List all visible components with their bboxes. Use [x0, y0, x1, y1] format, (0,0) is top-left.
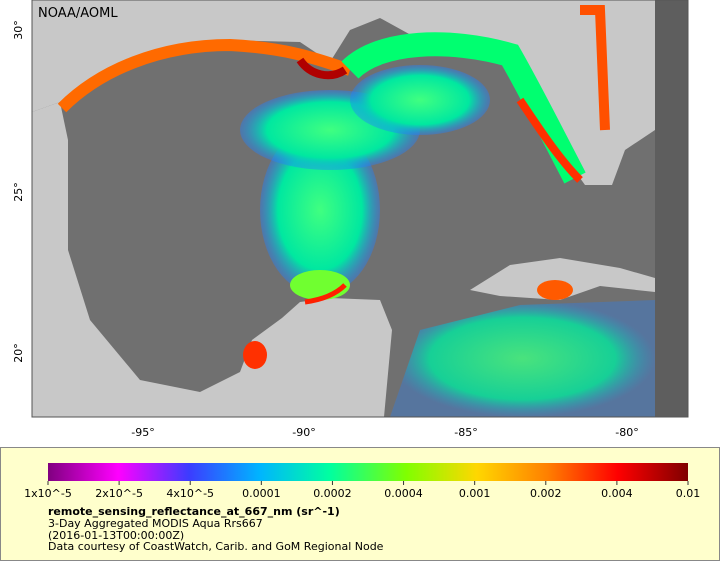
caption-line: (2016-01-13T00:00:00Z): [48, 529, 184, 542]
colorbar-label: 0.002: [530, 487, 562, 500]
colorbar-label: 4x10^-5: [166, 487, 214, 500]
colorbar-labels: 1x10^-5 2x10^-5 4x10^-5 0.0001 0.0002 0.0004 0…: [24, 481, 700, 500]
colorbar-label: 0.0002: [313, 487, 352, 500]
source-bg: [34, 2, 130, 24]
lon-ticks: -95° -90° -85° -80°: [131, 426, 638, 439]
colorbar-label: 0.0004: [384, 487, 423, 500]
lon-tick-label: -95°: [131, 426, 154, 439]
lat-tick-label: 25°: [12, 182, 25, 202]
lon-tick-label: -80°: [615, 426, 638, 439]
lat-tick-label: 20°: [12, 343, 25, 363]
colorbar-label: 2x10^-5: [95, 487, 143, 500]
colorbar-label: 0.01: [676, 487, 701, 500]
caption-title: remote_sensing_reflectance_at_667_nm (sr…: [48, 505, 340, 518]
colorbar-label: 1x10^-5: [24, 487, 72, 500]
map-frame: [31, 0, 689, 418]
lon-tick-label: -85°: [454, 426, 477, 439]
lat-ticks: 30° 25° 20°: [12, 20, 25, 363]
land-cuba: [470, 258, 655, 300]
colorbar-label: 0.0001: [242, 487, 281, 500]
map: NOAA/AOML: [31, 0, 689, 418]
colorbar: [48, 463, 688, 481]
caption-line: Data courtesy of CoastWatch, Carib. and …: [48, 540, 384, 553]
lat-tick-label: 30°: [12, 20, 25, 40]
source: NOAA/AOML: [38, 6, 118, 21]
lon-tick-label: -90°: [292, 426, 315, 439]
reflectance-patches: [57, 5, 655, 417]
no-data: [655, 0, 688, 417]
colorbar-label: 0.004: [601, 487, 633, 500]
land-mexico: [32, 102, 392, 417]
colorbar-label: 0.001: [459, 487, 491, 500]
caption-line: 3-Day Aggregated MODIS Aqua Rrs667: [48, 517, 263, 530]
